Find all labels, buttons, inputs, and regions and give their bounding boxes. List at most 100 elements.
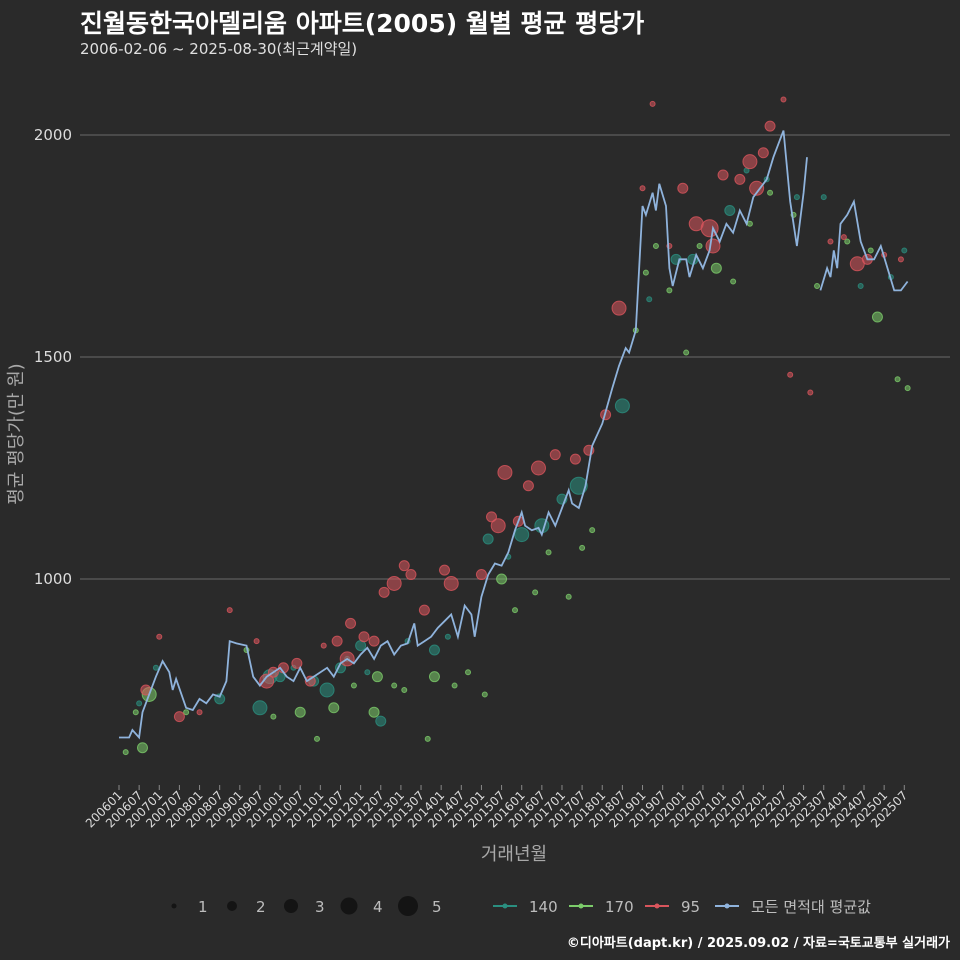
data-point-95	[358, 631, 370, 643]
data-point-95	[378, 586, 390, 598]
data-point-140	[364, 669, 371, 676]
data-point-95	[490, 518, 506, 534]
data-point-170	[904, 385, 911, 392]
y-tick-labels: 1000 1500 2000	[34, 126, 72, 588]
data-point-170	[481, 691, 488, 698]
legend-size-label: 5	[432, 898, 442, 916]
data-point-95	[331, 635, 343, 647]
data-point-95	[677, 182, 689, 194]
legend-series-dot	[502, 903, 508, 909]
legend-size-label: 3	[315, 898, 325, 916]
data-point-170	[451, 682, 458, 689]
data-point-95	[749, 180, 765, 196]
data-point-140	[724, 204, 736, 216]
legend-size-label: 2	[256, 898, 266, 916]
data-point-95	[486, 511, 498, 523]
data-point-170	[867, 247, 874, 254]
data-point-95	[827, 238, 834, 245]
legend-series-dot	[578, 903, 584, 909]
data-point-95	[717, 169, 729, 181]
data-point-170	[132, 709, 139, 716]
data-point-95	[443, 575, 459, 591]
data-point-170	[270, 713, 277, 720]
data-point-95	[156, 633, 163, 640]
y-tick-label: 2000	[34, 126, 72, 144]
data-point-95	[368, 635, 380, 647]
y-axis-label: 평균 평당가(만 원)	[6, 363, 27, 504]
data-point-95	[439, 564, 451, 576]
legend-series-label: 170	[605, 898, 634, 916]
data-point-95	[742, 154, 758, 170]
data-point-95	[787, 371, 794, 378]
data-point-95	[639, 185, 646, 192]
data-point-140	[152, 664, 159, 671]
data-point-140	[857, 282, 864, 289]
data-point-170	[767, 189, 774, 196]
data-point-140	[646, 296, 653, 303]
data-point-95	[705, 238, 721, 254]
data-point-140	[820, 194, 827, 201]
data-point-170	[512, 607, 518, 614]
data-point-170	[122, 749, 129, 756]
data-point-140	[444, 633, 451, 640]
legend-size-key	[398, 896, 418, 916]
data-point-170	[401, 687, 408, 693]
data-point-95	[173, 711, 185, 723]
data-point-170	[136, 742, 148, 754]
data-point-140	[482, 533, 494, 545]
data-point-170	[391, 682, 398, 689]
data-point-95	[757, 147, 769, 159]
data-point-170	[350, 682, 357, 689]
data-point-95	[700, 219, 719, 238]
data-point-95	[259, 673, 275, 689]
data-point-170	[894, 376, 901, 383]
source-credit: ©디아파트(dapt.kr) / 2025.09.02 / 자료=국토교통부 실…	[566, 936, 950, 951]
data-point-95	[734, 173, 746, 185]
data-point-170	[642, 269, 649, 276]
data-point-170	[428, 671, 440, 683]
data-point-95	[418, 604, 430, 616]
data-point-140	[319, 682, 335, 698]
data-point-95	[649, 100, 656, 107]
data-point-95	[320, 642, 327, 649]
average-line	[119, 130, 909, 740]
data-point-140	[252, 700, 268, 716]
data-point-170	[465, 669, 472, 676]
data-point-95	[497, 464, 513, 480]
data-point-170	[532, 589, 539, 596]
data-point-170	[871, 311, 883, 323]
data-point-95	[522, 480, 534, 492]
data-point-170	[589, 527, 596, 534]
y-tick-label: 1000	[34, 570, 72, 588]
data-points	[122, 96, 911, 756]
legend-series-label: 95	[681, 898, 700, 916]
grid-layer	[80, 134, 950, 580]
data-point-170	[565, 593, 572, 600]
data-point-140	[569, 476, 588, 495]
data-point-170	[746, 220, 753, 227]
data-point-95	[611, 300, 627, 316]
data-point-140	[614, 398, 630, 414]
data-point-95	[345, 617, 357, 629]
data-point-170	[710, 262, 722, 274]
legend-size-key	[227, 901, 237, 911]
data-point-95	[304, 675, 316, 687]
data-point-170	[666, 287, 673, 294]
data-point-95	[291, 657, 303, 669]
data-point-170	[683, 349, 690, 356]
data-point-170	[424, 735, 431, 742]
data-point-95	[475, 569, 487, 581]
data-point-95	[405, 569, 417, 581]
data-point-95	[897, 256, 904, 263]
data-point-140	[793, 194, 800, 201]
legend-series-dot	[654, 903, 660, 909]
y-tick-label: 1500	[34, 348, 72, 366]
data-point-140	[428, 644, 440, 656]
data-point-95	[807, 389, 814, 396]
data-point-95	[569, 453, 581, 465]
chart-subtitle: 2006-02-06 ~ 2025-08-30(최근계약일)	[80, 40, 358, 58]
data-point-95	[780, 96, 787, 103]
legend-size-label: 4	[373, 898, 383, 916]
data-point-95	[253, 638, 260, 645]
